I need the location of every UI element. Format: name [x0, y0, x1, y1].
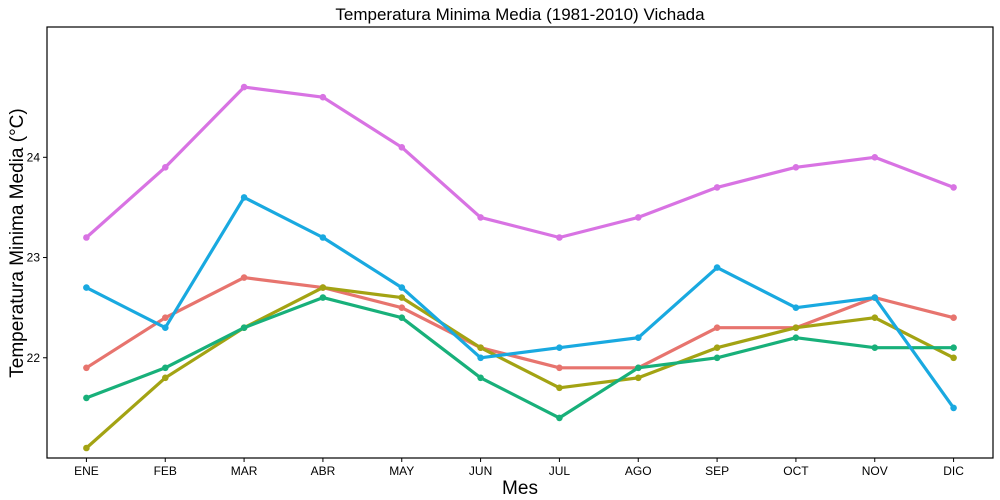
chart-title: Temperatura Minima Media (1981-2010) Vic… [335, 5, 705, 24]
series-1-point [713, 324, 721, 332]
series-2-point [556, 384, 563, 392]
series-4-point [162, 324, 169, 332]
x-axis: ENE FEB MAR ABR MAY JUN JUL AGO SEP OCT NOV DIC [74, 458, 964, 478]
series-4-point [398, 284, 406, 291]
x-tick-label: JUL [549, 464, 571, 478]
series-5-point [950, 184, 957, 191]
x-axis-title: Mes [502, 478, 538, 499]
series-2-point [871, 314, 879, 322]
series-1-point [162, 314, 169, 322]
series-4-point [713, 264, 721, 271]
x-tick-label: MAY [389, 464, 414, 478]
series-4-point [319, 234, 327, 241]
series-4-point [240, 194, 248, 201]
series-3-point [398, 314, 406, 322]
series-2-point [319, 284, 327, 291]
series-4-point [477, 354, 484, 362]
series-5-point [162, 164, 169, 171]
x-tick-label: NOV [862, 464, 888, 478]
x-tick-label: OCT [783, 464, 809, 478]
series-3-point [240, 324, 248, 332]
series-2-point [950, 354, 957, 362]
y-tick-label: 24 [27, 150, 41, 164]
y-tick-label: 22 [27, 351, 41, 365]
series-5-point [83, 234, 90, 241]
series-group [83, 83, 957, 452]
x-tick-label: MAR [231, 464, 258, 478]
series-3-point [713, 354, 721, 362]
x-tick-label: ABR [311, 464, 336, 478]
series-3-line [84, 296, 956, 420]
series-1-point [83, 364, 90, 372]
x-tick-label: SEP [705, 464, 729, 478]
x-tick-label: AGO [625, 464, 652, 478]
series-4-point [83, 284, 90, 291]
series-5-point [871, 154, 879, 161]
series-5-point [398, 144, 406, 151]
series-5-point [792, 164, 800, 171]
x-tick-label: FEB [154, 464, 177, 478]
series-3-point [635, 364, 642, 372]
y-axis: 22 23 24 [27, 150, 47, 365]
series-3-point [950, 344, 957, 352]
series-3-point [792, 334, 800, 342]
series-5-point [240, 83, 248, 91]
series-2-point [398, 294, 406, 301]
series-3-point [477, 374, 484, 382]
series-4-point [556, 344, 563, 352]
series-5-point [713, 184, 721, 191]
series-2-point [162, 374, 169, 382]
series-4-point [792, 304, 800, 312]
series-2-point [713, 344, 721, 352]
x-tick-label: JUN [469, 464, 492, 478]
series-1-point [240, 274, 248, 281]
series-4-point [635, 334, 642, 342]
series-2-point [635, 374, 642, 382]
series-5-line [84, 85, 956, 240]
y-axis-title: Temperatura Minima Media (°C) [7, 108, 28, 377]
series-1-line [84, 276, 956, 370]
series-5-point [477, 214, 484, 221]
series-2-point [477, 344, 484, 352]
series-5-point [319, 93, 327, 101]
series-4-point [950, 404, 957, 412]
series-1-point [556, 364, 563, 372]
series-3-point [871, 344, 879, 352]
series-3-point [319, 294, 327, 301]
series-4-point [871, 294, 879, 301]
series-2-point [792, 324, 800, 332]
plot-panel-border [46, 26, 994, 459]
series-5-point [556, 234, 563, 241]
series-4-line [84, 195, 956, 410]
series-1-point [950, 314, 957, 322]
x-tick-label: DIC [943, 464, 964, 478]
x-tick-label: ENE [74, 464, 99, 478]
y-tick-label: 23 [27, 251, 41, 265]
series-5-point [635, 214, 642, 221]
series-3-point [162, 364, 169, 372]
series-2-point [83, 444, 90, 452]
series-1-point [398, 304, 406, 312]
series-3-point [83, 394, 90, 402]
series-3-point [556, 414, 563, 422]
